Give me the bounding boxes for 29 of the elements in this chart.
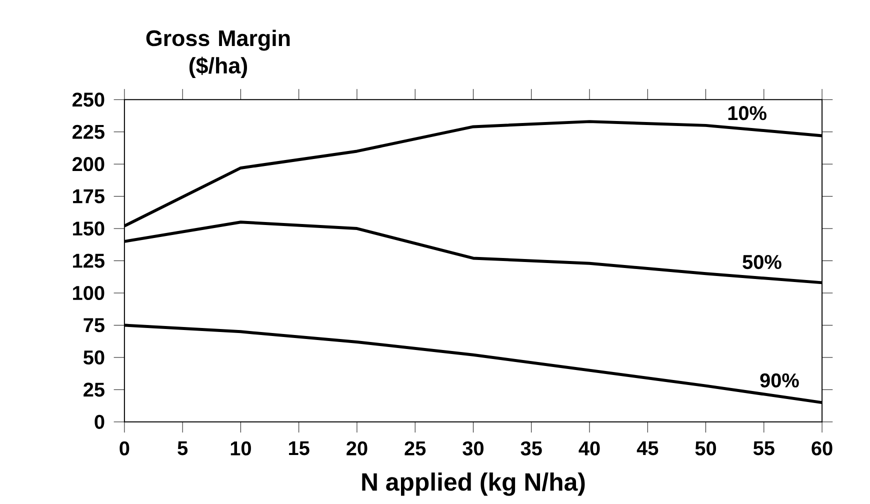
y-tick-label: 175 <box>73 189 104 204</box>
y-tick-label: 250 <box>72 92 104 107</box>
y-tick-label: 125 <box>73 254 104 268</box>
y-tick-label: 0 <box>94 414 104 429</box>
y-tick-label: 150 <box>73 221 104 236</box>
x-tick-label: 15 <box>289 441 310 456</box>
x-tick-label: 10 <box>230 441 251 456</box>
x-tick-label: 5 <box>178 441 188 456</box>
x-tick-label: 40 <box>578 441 600 456</box>
x-tick-label: 50 <box>695 441 716 456</box>
x-tick-label: 30 <box>462 441 484 456</box>
y-tick-label: 200 <box>72 156 104 172</box>
x-tick-label: 55 <box>753 441 774 456</box>
y-tick-label: 25 <box>84 382 104 397</box>
x-tick-label: 35 <box>520 441 542 456</box>
series-label: 10% <box>728 106 766 120</box>
x-tick-label: 60 <box>812 441 832 456</box>
x-axis-title: N applied (kg N/ha) <box>362 472 585 496</box>
y-axis-title: Gross Margin ($/ha) <box>146 30 290 78</box>
legend-label: 90% <box>760 373 799 388</box>
y-tick-label: 100 <box>73 286 104 300</box>
y-tick-label: 50 <box>84 350 104 364</box>
x-tick-label: 45 <box>636 441 658 456</box>
x-tick-label: 25 <box>404 441 426 456</box>
y-tick-label: 225 <box>72 124 104 139</box>
legend-label: 50% <box>742 254 782 270</box>
x-tick-label: 20 <box>346 441 368 456</box>
x-tick-label: 0 <box>120 441 130 456</box>
y-tick-label: 75 <box>84 318 104 332</box>
